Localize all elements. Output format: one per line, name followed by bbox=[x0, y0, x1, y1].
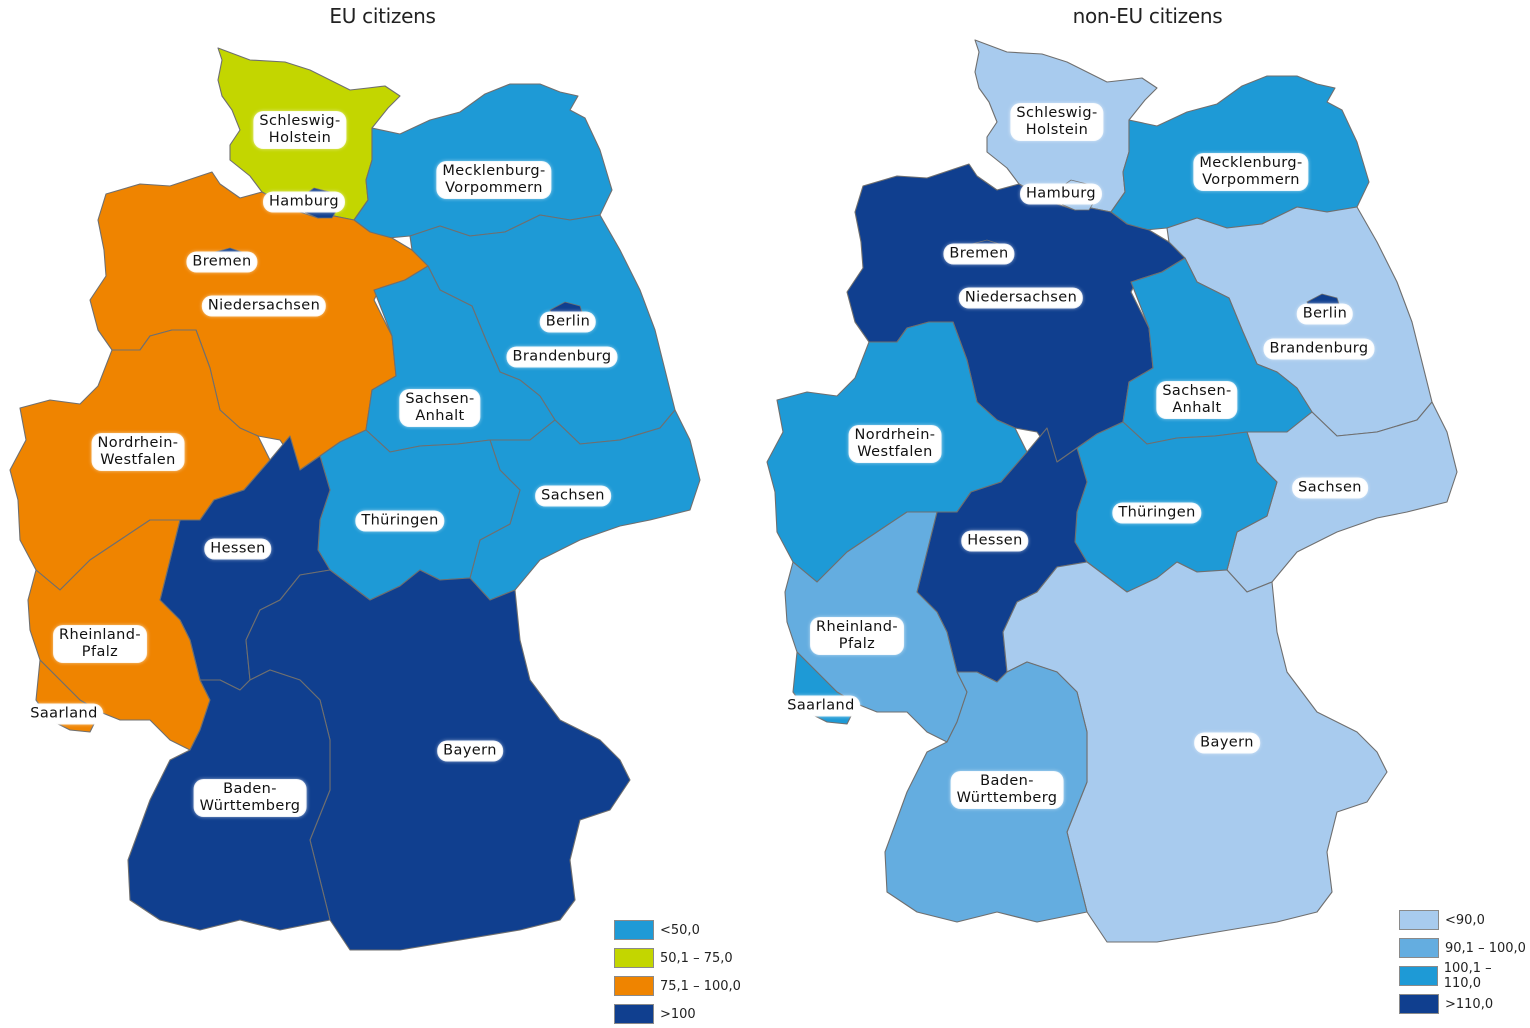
legend-item: 50,1 – 75,0 bbox=[614, 944, 741, 972]
legend-swatch bbox=[1399, 994, 1439, 1014]
state-label-nordrhein-westfalen: Nordrhein- Westfalen bbox=[92, 434, 184, 470]
legend-label: 100,1 – 110,0 bbox=[1443, 961, 1492, 991]
state-label-berlin: Berlin bbox=[540, 312, 596, 332]
state-region-mecklenburg-vorpommern bbox=[353, 83, 613, 239]
legend-swatch bbox=[614, 976, 654, 996]
state-label-saarland: Saarland bbox=[782, 696, 860, 716]
state-label-schleswig-holstein: Schleswig- Holstein bbox=[1011, 104, 1103, 140]
legend-item: >110,0 bbox=[1399, 990, 1530, 1018]
state-label-mecklenburg-vorpommern: Mecklenburg- Vorpommern bbox=[437, 162, 551, 198]
state-label-hamburg: Hamburg bbox=[1020, 184, 1102, 204]
state-label-baden-wurttemberg: Baden- Württemberg bbox=[194, 780, 306, 816]
map-title: non-EU citizens bbox=[1072, 4, 1223, 28]
legend-item: 75,1 – 100,0 bbox=[614, 972, 741, 1000]
state-label-schleswig-holstein: Schleswig- Holstein bbox=[254, 112, 346, 148]
state-label-mecklenburg-vorpommern: Mecklenburg- Vorpommern bbox=[1194, 154, 1308, 190]
state-label-sachsen: Sachsen bbox=[1293, 478, 1367, 498]
legend-label: 50,1 – 75,0 bbox=[660, 950, 733, 966]
state-label-rheinland-pfalz: Rheinland- Pfalz bbox=[811, 618, 903, 654]
state-label-niedersachsen: Niedersachsen bbox=[959, 288, 1083, 308]
state-label-baden-wurttemberg: Baden- Württemberg bbox=[951, 772, 1063, 808]
legend-swatch bbox=[1399, 938, 1439, 958]
state-label-bremen: Bremen bbox=[187, 252, 257, 272]
state-label-hessen: Hessen bbox=[205, 539, 271, 559]
legend-label: <50,0 bbox=[660, 922, 700, 938]
state-label-hamburg: Hamburg bbox=[263, 192, 345, 212]
legend-label: 90,1 – 100,0 bbox=[1445, 940, 1526, 956]
state-label-brandenburg: Brandenburg bbox=[507, 347, 617, 367]
state-label-bremen: Bremen bbox=[944, 244, 1014, 264]
state-label-sachsen-anhalt: Sachsen- Anhalt bbox=[400, 390, 480, 426]
legend-swatch bbox=[614, 1004, 654, 1024]
legend-item: 90,1 – 100,0 bbox=[1399, 934, 1530, 962]
legend-swatch bbox=[1399, 910, 1439, 930]
state-label-hessen: Hessen bbox=[962, 531, 1028, 551]
legend-swatch bbox=[614, 948, 654, 968]
legend-item: >100 bbox=[614, 1000, 741, 1028]
state-label-bayern: Bayern bbox=[438, 741, 502, 761]
legend-item: 100,1 – 110,0 bbox=[1399, 961, 1530, 991]
state-label-bayern: Bayern bbox=[1195, 733, 1259, 753]
state-label-sachsen: Sachsen bbox=[536, 486, 610, 506]
legend-swatch bbox=[1399, 966, 1438, 986]
legend-eu: <50,0 50,1 – 75,0 75,1 – 100,0 >100 bbox=[614, 916, 741, 1028]
legend-label: <90,0 bbox=[1445, 912, 1485, 928]
state-label-brandenburg: Brandenburg bbox=[1264, 339, 1374, 359]
state-label-niedersachsen: Niedersachsen bbox=[202, 296, 326, 316]
legend-swatch bbox=[614, 920, 654, 940]
state-label-rheinland-pfalz: Rheinland- Pfalz bbox=[54, 626, 146, 662]
map-panel-eu: EU citizens Schleswig- Holstein Hamburg Me… bbox=[0, 0, 765, 1026]
state-label-thuringen: Thüringen bbox=[1113, 503, 1201, 523]
map-title: EU citizens bbox=[329, 4, 436, 28]
state-label-sachsen-anhalt: Sachsen- Anhalt bbox=[1157, 382, 1237, 418]
legend-label: >110,0 bbox=[1445, 996, 1494, 1012]
state-label-berlin: Berlin bbox=[1297, 304, 1353, 324]
legend-item: <90,0 bbox=[1399, 906, 1530, 934]
legend-label: >100 bbox=[660, 1006, 696, 1022]
legend-label: 75,1 – 100,0 bbox=[660, 978, 741, 994]
state-label-thuringen: Thüringen bbox=[356, 511, 444, 531]
state-region-mecklenburg-vorpommern bbox=[1110, 75, 1370, 231]
legend-item: <50,0 bbox=[614, 916, 741, 944]
state-label-saarland: Saarland bbox=[25, 704, 103, 724]
state-label-nordrhein-westfalen: Nordrhein- Westfalen bbox=[849, 426, 941, 462]
legend-non-eu: <90,0 90,1 – 100,0 100,1 – 110,0 >110,0 bbox=[1399, 906, 1530, 1018]
map-panel-non-eu: non-EU citizens Schleswig- Holstein Hambu… bbox=[765, 0, 1530, 1026]
